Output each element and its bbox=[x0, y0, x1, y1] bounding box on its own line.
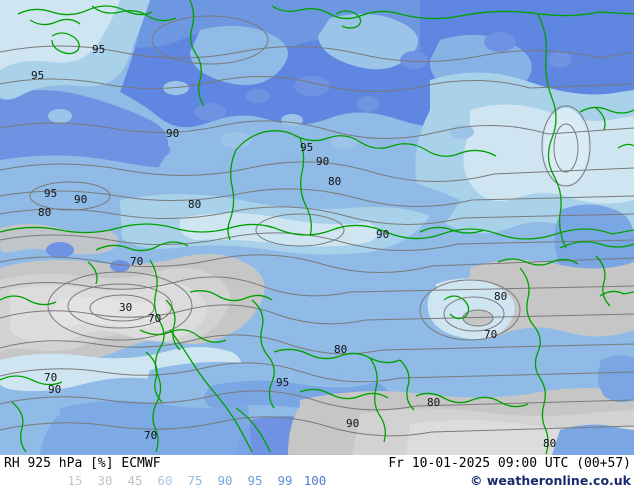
fill-band-75-nw bbox=[0, 0, 120, 70]
contour-label-80-23: 80 bbox=[543, 437, 557, 450]
fill-band-99-far-right-2 bbox=[552, 424, 634, 455]
fill-mottle-group bbox=[46, 32, 572, 272]
contour-label-90-21: 90 bbox=[346, 417, 360, 430]
legend-value-15: 15 bbox=[67, 473, 83, 488]
legend-value-60: 60 bbox=[157, 473, 173, 488]
contour-label-90-7: 90 bbox=[74, 193, 88, 206]
legend-value-99: 99 bbox=[277, 473, 293, 488]
contour-label-70-17: 70 bbox=[44, 371, 58, 384]
fill-band-45-w bbox=[0, 224, 119, 255]
contour-label-90-3: 90 bbox=[166, 127, 180, 140]
contour-label-70-22: 70 bbox=[144, 429, 158, 442]
contour-label-95-2: 95 bbox=[300, 141, 314, 154]
country-borders bbox=[0, 0, 634, 455]
contour-label-80-5: 80 bbox=[328, 175, 342, 188]
contour-label-95-6: 95 bbox=[44, 187, 58, 200]
legend-value-75: 75 bbox=[187, 473, 203, 488]
map-footer: RH 925 hPa [%] ECMWF Fr 10-01-2025 09:00… bbox=[0, 455, 634, 490]
fill-band-95-patch-n2 bbox=[318, 13, 418, 70]
map-datetime: Fr 10-01-2025 09:00 UTC (00+57) bbox=[388, 456, 631, 471]
contour-label-80-16: 80 bbox=[334, 343, 348, 356]
rh-colour-scale: 15 30 45 60 75 90 95 99 100 bbox=[60, 474, 330, 488]
fill-band-75-ne-eye bbox=[544, 108, 588, 184]
contour-lines bbox=[0, 15, 634, 437]
legend-value-90: 90 bbox=[217, 473, 233, 488]
contour-label-80-20: 80 bbox=[427, 396, 441, 409]
legend-value-95: 95 bbox=[247, 473, 263, 488]
contour-label-80-14: 80 bbox=[494, 290, 508, 303]
fill-band-95-patch-n1 bbox=[190, 25, 288, 86]
fill-band-99-sw-bottom bbox=[40, 400, 252, 455]
contour-label-95-19: 95 bbox=[276, 376, 290, 389]
contour-label-30-12: 30 bbox=[119, 301, 133, 314]
contour-label-70-13: 70 bbox=[148, 312, 162, 325]
legend-value-45: 45 bbox=[127, 473, 143, 488]
contour-label-95-0: 95 bbox=[92, 43, 106, 56]
contour-label-80-9: 80 bbox=[188, 198, 202, 211]
contour-label-70-15: 70 bbox=[484, 328, 498, 341]
map-canvas bbox=[0, 0, 634, 455]
relative-humidity-map[interactable]: 95 95 95 90 90 80 95 90 80 80 90 70 30 70 80 70 80 70 90 95… bbox=[0, 0, 634, 455]
contour-label-90-4: 90 bbox=[316, 155, 330, 168]
contour-label-80-8: 80 bbox=[38, 206, 52, 219]
legend-value-100: 100 bbox=[303, 473, 327, 488]
fill-band-99-far-right bbox=[597, 355, 634, 403]
map-title: RH 925 hPa [%] ECMWF bbox=[4, 456, 161, 471]
contour-label-90-18: 90 bbox=[48, 383, 62, 396]
contour-label-90-10: 90 bbox=[376, 228, 390, 241]
legend-value-30: 30 bbox=[97, 473, 113, 488]
copyright-notice: © weatheronline.co.uk bbox=[470, 473, 631, 488]
contour-label-70-11: 70 bbox=[130, 255, 144, 268]
contour-label-95-1: 95 bbox=[31, 69, 45, 82]
fill-band-75-se-eye-core bbox=[462, 310, 494, 326]
